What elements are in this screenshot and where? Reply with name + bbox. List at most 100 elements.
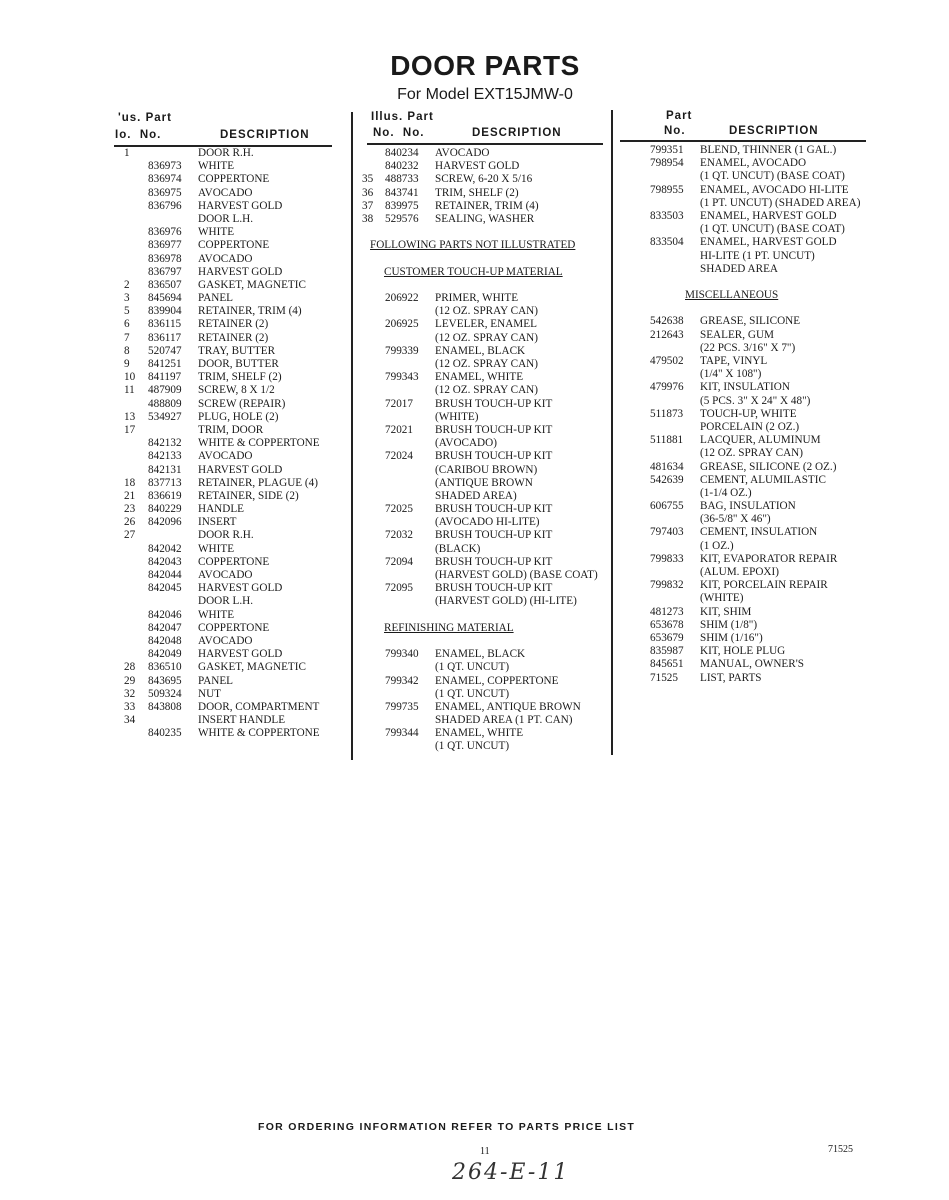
part-row: 13 534927 PLUG, HOLE (2) (124, 411, 349, 424)
part-row: 33 843808 DOOR, COMPARTMENT (124, 701, 349, 714)
part-description: ENAMEL, AVOCADO HI-LITE (700, 183, 849, 196)
part-row: 842131 HARVEST GOLD (124, 464, 349, 477)
col3-header-rule (620, 140, 866, 142)
part-number: 842096 (148, 516, 182, 529)
part-description: (WHITE) (435, 410, 479, 423)
illus-number: 18 (124, 476, 136, 489)
part-number: 799343 (385, 371, 419, 384)
part-row: 212643 SEALER, GUM (622, 329, 877, 342)
part-description: AVOCADO (435, 147, 490, 159)
part-number: 836796 (148, 199, 182, 212)
part-description: DOOR L.H. (198, 595, 254, 608)
section-heading-text: FOLLOWING PARTS NOT ILLUSTRATED (370, 239, 576, 252)
part-number: 71525 (650, 671, 678, 684)
part-number: 542638 (650, 315, 684, 328)
part-description: SCREW (REPAIR) (198, 397, 286, 410)
part-row: 35 488733 SCREW, 6-20 x 5/16 (362, 173, 607, 186)
part-description: BRUSH TOUCH-UP KIT (435, 397, 553, 410)
section-heading-text: CUSTOMER TOUCH-UP MATERIAL (384, 265, 563, 278)
part-row: (BLACK) (362, 543, 607, 556)
part-number: 841197 (148, 371, 182, 384)
part-description: GREASE, SILICONE (700, 315, 801, 328)
part-description: (HARVEST GOLD) (BASE COAT) (435, 569, 598, 581)
part-description: SEALER, GUM (700, 328, 774, 341)
part-description: HARVEST GOLD (198, 463, 283, 476)
part-description: ENAMEL, AVOCADO (700, 157, 807, 170)
section-heading: MISCELLANEOUS (622, 289, 877, 302)
part-description: RETAINER, SIDE (2) (198, 489, 299, 502)
part-row: 542638 GREASE, SILICONE (622, 315, 877, 328)
part-row: (AVOCADO HI-LITE) (362, 516, 607, 529)
part-description: HARVEST GOLD (198, 582, 283, 595)
part-description: LIST, PARTS (700, 671, 762, 684)
part-description: INSERT (198, 516, 237, 529)
part-description: DOOR R.H. (198, 147, 254, 159)
part-description: PORCELAIN (2 OZ.) (700, 420, 800, 433)
part-number: 520747 (148, 344, 182, 357)
part-row: 1 DOOR R.H. (124, 147, 349, 160)
part-description: ENAMEL, WHITE (435, 371, 524, 384)
model-subtitle: For Model EXT15JMW-0 (397, 86, 573, 103)
parts-column-1: 1 DOOR R.H. 836973 WHITE 836974 COPPERTONE 836… (124, 147, 349, 740)
illus-number: 10 (124, 371, 136, 384)
part-row: 488809 SCREW (REPAIR) (124, 398, 349, 411)
col2-header-rule (367, 143, 603, 145)
part-description: TAPE, VINYL (700, 355, 768, 367)
part-row: 836977 COPPERTONE (124, 239, 349, 252)
part-description: BRUSH TOUCH-UP KIT (435, 582, 553, 595)
part-number: 479502 (650, 355, 684, 367)
part-number: 72095 (385, 582, 413, 595)
part-number: 799832 (650, 579, 684, 592)
part-number: 842049 (148, 648, 182, 661)
part-description: ENAMEL, BLACK (435, 344, 526, 357)
part-row: 3 845694 PANEL (124, 292, 349, 305)
part-number: 487909 (148, 384, 182, 397)
part-row: 2 836507 GASKET, MAGNETIC (124, 279, 349, 292)
part-description: PLUG, HOLE (2) (198, 410, 279, 423)
part-description: GREASE, SILICONE (2 OZ.) (700, 460, 837, 473)
part-number: 529576 (385, 212, 419, 225)
part-description: RETAINER, TRIM (4) (435, 199, 539, 212)
part-description: HARVEST GOLD (198, 199, 283, 212)
part-number: 799339 (385, 344, 419, 357)
part-description: HI-LITE (1 PT. UNCUT) (700, 249, 815, 262)
part-description: AVOCADO (198, 634, 253, 647)
column-divider (351, 112, 353, 760)
part-description: (BLACK) (435, 542, 481, 555)
part-description: (22 PCS. 3/16" x 7") (700, 341, 796, 354)
part-number: 511873 (650, 407, 684, 420)
part-description: (12 OZ. SPRAY CAN) (700, 447, 803, 460)
part-number: 72094 (385, 555, 413, 568)
illus-number: 1 (124, 147, 130, 159)
part-number: 843808 (148, 700, 182, 713)
part-description: ENAMEL, BLACK (435, 648, 526, 661)
part-row: SHADED AREA) (362, 490, 607, 503)
part-number: 206925 (385, 318, 419, 331)
part-number: 842043 (148, 555, 182, 568)
col1-illus-header: 'us. Part (118, 112, 172, 124)
part-number: 842045 (148, 582, 182, 595)
part-row: 606755 BAG, INSULATION (622, 500, 877, 513)
part-row: 21 836619 RETAINER, SIDE (2) (124, 490, 349, 503)
part-number: 840232 (385, 160, 419, 173)
part-row: (WHITE) (622, 592, 877, 605)
part-number: 534927 (148, 410, 182, 423)
part-number: 799344 (385, 727, 419, 740)
part-description: AVOCADO (198, 450, 253, 463)
part-row: 72024 BRUSH TOUCH-UP KIT (362, 450, 607, 463)
part-description: KIT, PORCELAIN REPAIR (700, 579, 828, 592)
part-description: BAG, INSULATION (700, 500, 796, 513)
part-description: COPPERTONE (198, 239, 270, 252)
part-row: 842133 AVOCADO (124, 450, 349, 463)
page-title: DOOR PARTS (390, 50, 580, 81)
part-description: (36-5/8" x 46") (700, 513, 771, 526)
part-row: 842047 COPPERTONE (124, 622, 349, 635)
part-description: AVOCADO (198, 569, 253, 581)
part-row: 32 509324 NUT (124, 688, 349, 701)
part-description: BRUSH TOUCH-UP KIT (435, 450, 553, 463)
part-row: (12 OZ. SPRAY CAN) (622, 447, 877, 460)
illus-number: 8 (124, 344, 130, 357)
part-row: 10 841197 TRIM, SHELF (2) (124, 371, 349, 384)
part-number: 479976 (650, 381, 684, 394)
part-row: 206922 PRIMER, WHITE (362, 292, 607, 305)
